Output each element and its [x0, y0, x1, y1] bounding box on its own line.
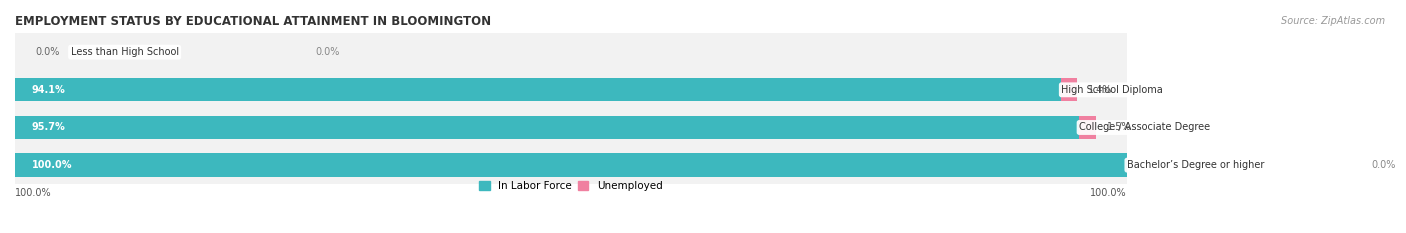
- Text: 0.0%: 0.0%: [315, 47, 340, 57]
- Text: 100.0%: 100.0%: [32, 160, 72, 170]
- Text: Bachelor’s Degree or higher: Bachelor’s Degree or higher: [1126, 160, 1264, 170]
- Bar: [1078, 116, 1095, 139]
- Text: 0.0%: 0.0%: [35, 47, 59, 57]
- Text: 1.4%: 1.4%: [1088, 85, 1112, 95]
- Text: 94.1%: 94.1%: [32, 85, 66, 95]
- Text: 0.0%: 0.0%: [1371, 160, 1396, 170]
- Text: High School Diploma: High School Diploma: [1062, 85, 1163, 95]
- Text: EMPLOYMENT STATUS BY EDUCATIONAL ATTAINMENT IN BLOOMINGTON: EMPLOYMENT STATUS BY EDUCATIONAL ATTAINM…: [15, 15, 491, 28]
- Bar: [15, 154, 1126, 177]
- Text: Less than High School: Less than High School: [70, 47, 179, 57]
- Bar: [15, 71, 1126, 109]
- Text: Source: ZipAtlas.com: Source: ZipAtlas.com: [1281, 16, 1385, 26]
- Bar: [15, 78, 1062, 102]
- Text: 100.0%: 100.0%: [15, 188, 52, 199]
- Text: 1.5%: 1.5%: [1107, 123, 1132, 133]
- Bar: [15, 146, 1126, 184]
- Bar: [15, 109, 1126, 146]
- Legend: In Labor Force, Unemployed: In Labor Force, Unemployed: [479, 181, 662, 191]
- Text: 100.0%: 100.0%: [1090, 188, 1126, 199]
- Bar: [15, 33, 1126, 71]
- Bar: [1062, 78, 1077, 102]
- Text: 95.7%: 95.7%: [32, 123, 66, 133]
- Bar: [15, 116, 1078, 139]
- Text: College / Associate Degree: College / Associate Degree: [1078, 123, 1211, 133]
